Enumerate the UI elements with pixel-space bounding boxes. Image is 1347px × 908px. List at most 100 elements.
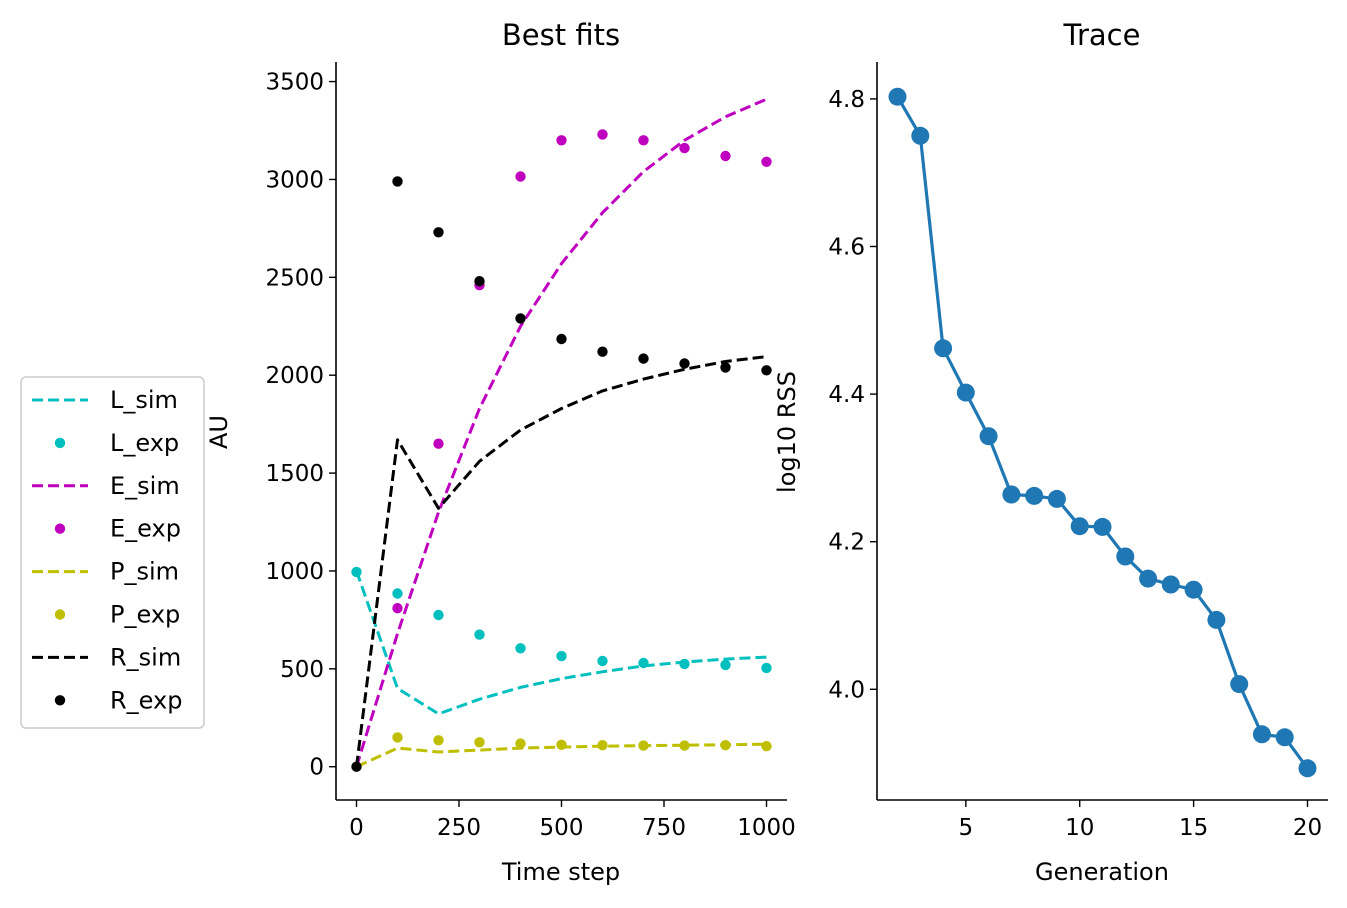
best-fits-x-tick-label: 1000	[737, 815, 796, 841]
best-fits-p-exp-point	[392, 732, 403, 743]
legend-entry-p-sim: P_sim	[32, 558, 179, 586]
best-fits-x-tick-label: 750	[642, 815, 686, 841]
best-fits-e-exp-point	[556, 135, 567, 146]
best-fits-y-tick-label: 0	[309, 755, 324, 781]
best-fits-e-exp-point	[761, 156, 772, 167]
best-fits-r-exp-point	[515, 313, 526, 324]
best-fits-r-exp-point	[761, 365, 772, 376]
best-fits-l-sim-line	[355, 570, 767, 716]
trace-y-tick-label: 4.4	[828, 382, 865, 408]
best-fits-p-exp-point	[761, 741, 772, 752]
trace-series-0-point	[1275, 728, 1294, 747]
best-fits-r-exp-point	[720, 362, 731, 373]
best-fits-e-exp-point	[720, 150, 731, 162]
legend-label-e-sim: E_sim	[110, 472, 180, 500]
best-fits-l-exp-point	[556, 650, 567, 662]
best-fits-l-exp-point	[638, 657, 649, 669]
legend-label-p-exp: P_exp	[110, 601, 180, 629]
best-fits-y-tick-label: 3000	[265, 167, 324, 193]
best-fits-ylabel: AU	[205, 415, 233, 449]
trace-title: Trace	[1063, 18, 1141, 52]
trace-x-tick-label: 10	[1065, 815, 1094, 841]
legend-entry-r-sim: R_sim	[32, 643, 181, 671]
best-fits-r-exp-point	[638, 353, 649, 364]
trace-ylabel: log10 RSS	[773, 371, 801, 493]
trace-series-0-point	[1047, 489, 1066, 508]
best-fits-y-tick-label: 3500	[265, 70, 324, 96]
best-fits-p-exp-point	[433, 735, 444, 746]
best-fits-title: Best fits	[502, 18, 620, 52]
trace-series-0-point	[1230, 675, 1249, 694]
trace-x-tick-label: 20	[1293, 815, 1322, 841]
best-fits-e-exp-point	[433, 438, 444, 449]
legend-entry-l-exp: L_exp	[54, 429, 179, 457]
legend-label-r-exp: R_exp	[110, 686, 182, 714]
best-fits-p-exp-point	[515, 738, 526, 749]
best-fits-p-exp-point	[679, 740, 690, 751]
best-fits-l-exp-point	[720, 659, 731, 671]
trace-y-tick-label: 4.8	[828, 87, 865, 113]
best-fits-x-tick-label: 250	[437, 815, 481, 841]
best-fits-l-exp-point	[515, 643, 526, 654]
legend-entry-l-sim: L_sim	[32, 386, 178, 414]
best-fits-l-exp-point	[392, 588, 403, 599]
legend-frame	[20, 376, 205, 729]
trace-series-0-point	[1252, 725, 1271, 744]
trace-series-0-point	[979, 427, 998, 446]
trace-series-0-point	[1139, 569, 1158, 588]
legend-label-e-exp: E_exp	[110, 515, 181, 543]
best-fits-y-tick-label: 2000	[265, 363, 324, 389]
best-fits-l-exp-point	[474, 629, 485, 640]
trace-series	[888, 87, 1317, 778]
legend-label-p-sim: P_sim	[110, 558, 179, 586]
trace-series-0-point	[1161, 575, 1180, 594]
trace-y-tick-label: 4.6	[828, 235, 865, 261]
legend-marker-p-exp	[54, 609, 66, 620]
trace-axes: 5 10 15 20 4.0 4.2 4.4 4.6 4.8	[828, 62, 1328, 841]
best-fits-r-sim-line	[355, 355, 767, 767]
legend-marker-r-exp	[54, 695, 66, 706]
best-fits-x-tick-label: 0	[349, 815, 364, 841]
best-fits-l-exp-point	[433, 609, 444, 621]
trace-series-0-point	[1025, 486, 1044, 505]
best-fits-e-sim-line	[355, 97, 768, 768]
trace-series-0-point	[1184, 580, 1203, 599]
best-fits-r-exp-point	[474, 276, 485, 287]
best-fits-e-exp-point	[679, 142, 690, 154]
legend-marker-e-exp	[54, 523, 66, 534]
best-fits-r-exp-point	[351, 761, 362, 772]
best-fits-y-tick-label: 1000	[265, 559, 324, 585]
best-fits-l-exp-point	[761, 662, 772, 674]
best-fits-axes: 0 250 500 750 1000 0 500 1000 1500 2000 2500 3000 35…	[265, 62, 796, 841]
best-fits-y-tick-label: 1500	[265, 461, 324, 487]
trace-series-0-point	[934, 339, 953, 358]
best-fits-p-exp-point	[474, 737, 485, 748]
legend-entry-e-sim: E_sim	[32, 472, 180, 500]
best-fits-e-exp-point	[392, 603, 403, 614]
best-fits-p-exp-point	[638, 740, 649, 751]
best-fits-r-exp-point	[597, 346, 608, 357]
best-fits-l-exp-point	[597, 655, 608, 667]
trace-x-tick-label: 5	[959, 815, 974, 841]
legend-entry-p-exp: P_exp	[54, 601, 180, 629]
best-fits-p-exp-point	[597, 740, 608, 751]
trace-series-0-point	[1207, 610, 1226, 629]
best-fits-r-exp-point	[679, 358, 690, 369]
best-fits-r-exp-point	[433, 227, 444, 238]
best-fits-r-exp-point	[392, 176, 403, 187]
trace-series-0-point	[888, 87, 907, 106]
trace-series-0-point	[1093, 517, 1112, 536]
best-fits-y-tick-label: 2500	[265, 265, 324, 291]
trace-x-tick-label: 15	[1179, 815, 1208, 841]
legend-label-r-sim: R_sim	[110, 643, 181, 671]
trace-series-0-point	[1070, 517, 1089, 536]
trace-series-0-line	[896, 95, 1309, 770]
trace-series-0-point	[1298, 759, 1317, 778]
trace-series-0-point	[956, 383, 975, 402]
best-fits-p-exp-point	[720, 740, 731, 751]
legend-entry-r-exp: R_exp	[54, 686, 182, 714]
best-fits-y-tick-label: 500	[280, 657, 324, 683]
trace-xlabel: Generation	[1035, 858, 1169, 886]
best-fits-l-exp-point	[679, 658, 690, 670]
